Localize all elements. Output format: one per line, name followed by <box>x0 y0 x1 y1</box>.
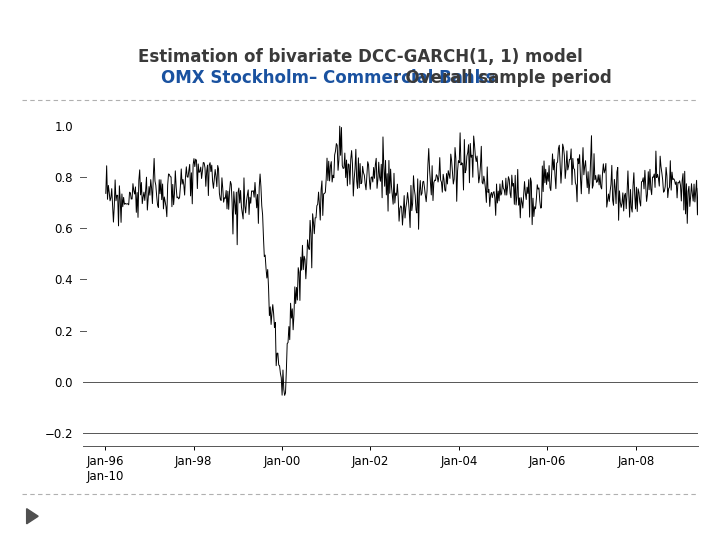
Text: Estimation of bivariate DCC-GARCH(1, 1) model: Estimation of bivariate DCC-GARCH(1, 1) … <box>138 48 582 66</box>
Text: : Overall sample period: : Overall sample period <box>393 69 612 87</box>
Text: OMX Stockholm– Commercial Banks: OMX Stockholm– Commercial Banks <box>161 69 495 87</box>
